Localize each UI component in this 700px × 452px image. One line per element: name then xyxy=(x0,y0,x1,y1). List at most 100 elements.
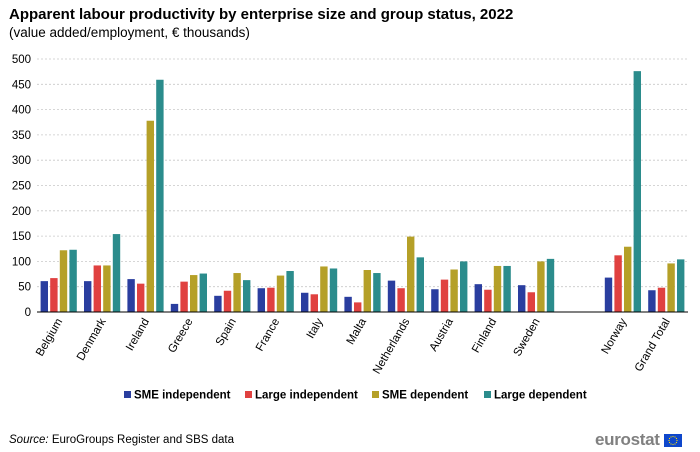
bar-sme-independent xyxy=(344,296,352,312)
bar-large-dependent xyxy=(329,268,338,312)
x-tick-label: Norway xyxy=(600,316,630,356)
bar-sme-independent xyxy=(257,288,265,312)
flag-star xyxy=(668,437,670,439)
y-tick-label: 50 xyxy=(18,282,31,294)
x-tick-label: Denmark xyxy=(75,316,109,363)
x-tick-label: Netherlands xyxy=(371,316,413,376)
bar-sme-dependent xyxy=(624,246,632,312)
bar-large-dependent xyxy=(633,71,641,312)
x-tick-label: Ireland xyxy=(124,317,152,353)
legend-label: SME dependent xyxy=(382,390,468,402)
bar-sme-dependent xyxy=(320,266,328,312)
flag-star xyxy=(676,439,678,441)
bar-sme-dependent xyxy=(233,273,241,312)
bar-large-dependent xyxy=(243,280,251,312)
bar-large-dependent xyxy=(373,273,381,312)
bar-sme-dependent xyxy=(59,250,68,312)
x-tick-label: Austria xyxy=(428,316,457,354)
eu-flag-icon xyxy=(663,433,682,447)
bar-sme-independent xyxy=(40,281,48,312)
bar-large-independent xyxy=(614,255,622,312)
logo-text: eurostat xyxy=(595,430,660,449)
x-tick-label: Malta xyxy=(345,316,370,347)
flag-star xyxy=(668,439,670,441)
bar-large-independent xyxy=(527,292,535,312)
bar-sme-independent xyxy=(170,303,179,312)
bar-sme-dependent xyxy=(146,120,154,313)
gridlines xyxy=(37,58,688,288)
source-label: Source: xyxy=(9,434,49,446)
bar-sme-independent xyxy=(604,277,613,312)
bar-large-dependent xyxy=(199,273,207,312)
bar-sme-independent xyxy=(387,280,396,312)
bar-sme-independent xyxy=(431,289,439,312)
flag-star xyxy=(675,437,677,439)
eurostat-logo: eurostat xyxy=(595,430,682,450)
bar-large-independent xyxy=(223,290,232,312)
x-tick-label: Belgium xyxy=(34,317,65,359)
y-tick-label: 200 xyxy=(12,206,31,218)
legend-swatch xyxy=(124,391,131,398)
flag-star xyxy=(674,442,676,445)
bar-large-dependent xyxy=(546,258,555,312)
x-tick-label: Finland xyxy=(470,317,499,356)
legend-label: Large dependent xyxy=(494,390,587,402)
y-tick-label: 300 xyxy=(12,155,31,167)
bar-sme-independent xyxy=(127,279,135,312)
flag-star xyxy=(674,435,676,438)
bar-large-dependent xyxy=(460,261,468,312)
bar-sme-dependent xyxy=(363,270,371,312)
bar-large-independent xyxy=(397,288,405,312)
bar-large-dependent xyxy=(416,257,424,312)
y-tick-label: 150 xyxy=(12,231,31,243)
legend-label: SME independent xyxy=(134,390,231,402)
bar-sme-dependent xyxy=(103,265,111,312)
x-tick-label: Sweden xyxy=(512,317,543,359)
bar-large-dependent xyxy=(69,249,77,312)
bar-large-independent xyxy=(440,279,449,312)
bar-sme-dependent xyxy=(407,236,415,312)
x-tick-label: Italy xyxy=(305,316,326,340)
y-tick-label: 100 xyxy=(12,256,31,268)
y-tick-label: 350 xyxy=(12,130,31,142)
y-tick-label: 250 xyxy=(12,181,31,193)
bar-large-dependent xyxy=(286,271,294,312)
source-text: EuroGroups Register and SBS data xyxy=(48,434,235,446)
bar-sme-independent xyxy=(301,292,309,312)
bar-sme-dependent xyxy=(493,265,502,312)
bar-sme-independent xyxy=(214,295,222,312)
bar-large-dependent xyxy=(112,234,121,312)
x-tick-label: Grand Total xyxy=(633,317,673,374)
y-tick-label: 400 xyxy=(12,105,31,117)
bar-large-dependent xyxy=(503,265,511,312)
bar-large-independent xyxy=(93,265,101,312)
legend-label: Large independent xyxy=(255,390,358,402)
bar-sme-independent xyxy=(84,281,92,312)
flag-background xyxy=(663,433,682,447)
legend: SME independent Large independent SME depe… xyxy=(124,390,587,402)
y-tick-label: 0 xyxy=(25,307,31,319)
bar-large-independent xyxy=(267,287,275,312)
bar-large-dependent xyxy=(156,79,164,312)
flag-star xyxy=(670,442,672,445)
legend-swatch xyxy=(484,391,491,398)
bar-sme-independent xyxy=(518,285,526,312)
bar-large-dependent xyxy=(677,259,685,312)
bar-large-independent xyxy=(354,302,362,312)
flag-star xyxy=(672,435,674,437)
bar-large-independent xyxy=(657,287,666,312)
chart-title: Apparent labour productivity by enterpri… xyxy=(9,6,514,23)
chart-subtitle: (value added/employment, € thousands) xyxy=(9,25,250,40)
flag-star xyxy=(675,441,677,443)
bar-large-independent xyxy=(137,283,145,312)
bar-sme-independent xyxy=(474,284,482,312)
bar-large-independent xyxy=(180,281,188,312)
bar-sme-independent xyxy=(648,290,656,312)
bar-sme-dependent xyxy=(190,275,198,312)
x-tick-label: Greece xyxy=(166,317,195,356)
y-tick-label: 500 xyxy=(12,54,31,66)
flag-star xyxy=(668,441,670,443)
legend-swatch xyxy=(372,391,379,398)
bar-large-independent xyxy=(484,289,492,312)
